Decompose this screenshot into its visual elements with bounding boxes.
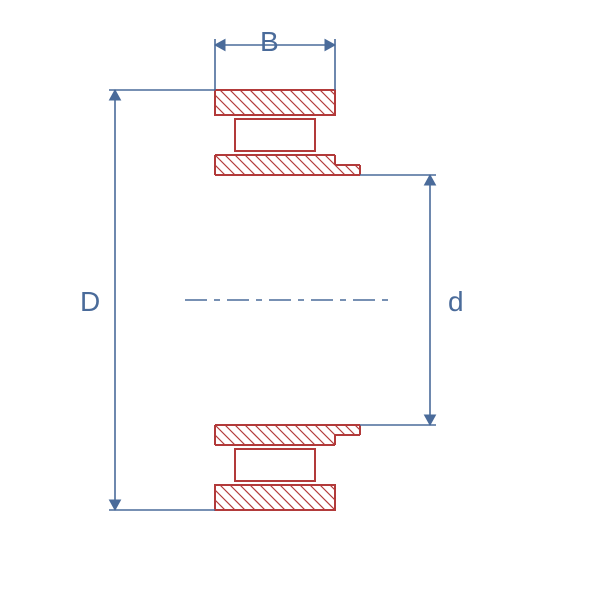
label-d: d [448,286,464,318]
bearing-diagram: D d B [0,0,600,600]
label-B: B [260,26,279,58]
label-D: D [80,286,100,318]
